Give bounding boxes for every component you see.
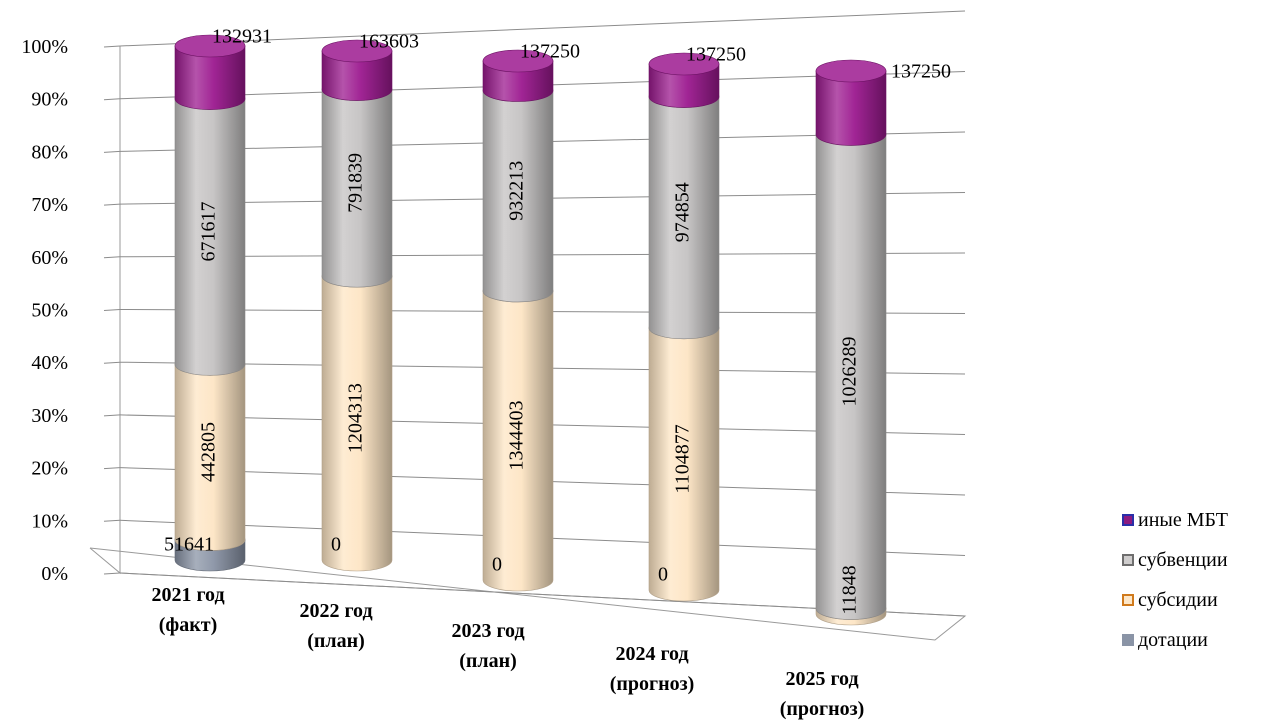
legend-item-grants: дотации [1122,620,1228,660]
gridline-stub [104,520,120,521]
gridline-stub [104,151,120,152]
x-axis-ticks: 2021 год (факт) 2022 год (план) 2023 год (пла… [151,584,864,720]
legend: иные МБТ субвенции субсидии дотации [1122,500,1228,660]
x-tick-label: (план) [459,650,517,672]
legend-item-other: иные МБТ [1122,500,1228,540]
data-label: 932213 [506,161,528,221]
legend-swatch-other [1122,514,1134,526]
legend-swatch-subsidies [1122,594,1134,606]
x-tick-label: (факт) [159,614,218,636]
data-label: 0 [658,564,668,586]
data-label: 0 [492,554,502,576]
data-label: 974854 [672,182,694,242]
gridline-stub [104,204,120,205]
y-tick-label: 70% [31,194,68,216]
x-tick-label: 2025 год [785,668,858,690]
gridline-stub [104,573,120,574]
data-label: 1104877 [672,424,694,493]
data-label: 671617 [198,201,220,261]
legend-item-subsidies: субсидии [1122,580,1228,620]
x-tick-label: 2021 год [151,584,224,606]
data-label: 11848 [839,565,861,614]
gridline-stub [104,415,120,416]
gridline-stub [104,257,120,258]
y-axis-ticks: 0% 10% 20% 30% 40% 50% 60% 70% 80% 90% 100% [21,36,68,585]
legend-swatch-grants [1122,634,1134,646]
x-tick-label: (план) [307,630,365,652]
y-tick-label: 80% [31,141,68,163]
data-label: 1204313 [345,383,367,453]
data-label: 791839 [345,153,367,213]
x-tick-label: (прогноз) [610,673,695,695]
legend-label-other: иные МБТ [1138,509,1228,532]
y-tick-label: 100% [21,36,68,58]
data-label: 0 [331,534,341,556]
legend-label-subventions: субвенции [1138,549,1228,572]
gridline-stub [104,99,120,100]
y-tick-label: 40% [31,352,68,374]
y-tick-label: 10% [31,510,68,532]
legend-swatch-subventions [1122,554,1134,566]
y-tick-label: 90% [31,89,68,111]
gridline-stub [104,46,120,47]
y-tick-label: 50% [31,300,68,322]
cylinder-top [816,60,886,82]
y-tick-label: 20% [31,458,68,480]
y-tick-label: 0% [41,563,68,585]
data-label: 137250 [520,41,580,63]
data-label: 1344403 [506,400,528,470]
data-label: 1026289 [839,336,861,406]
x-tick-label: 2022 год [299,600,372,622]
gridline-stub [104,468,120,469]
data-cylinders [175,35,886,625]
y-tick-label: 60% [31,247,68,269]
x-tick-label: (прогноз) [780,698,865,720]
data-label: 137250 [891,61,951,83]
legend-label-subsidies: субсидии [1138,589,1218,612]
legend-label-grants: дотации [1138,629,1208,652]
data-label: 132931 [212,26,272,48]
x-tick-label: 2024 год [615,643,688,665]
data-label: 51641 [164,534,214,556]
gridline-stub [104,310,120,311]
y-tick-label: 30% [31,405,68,427]
gridline-stub [104,362,120,363]
data-label: 137250 [686,44,746,66]
x-tick-label: 2023 год [451,620,524,642]
data-label: 442805 [198,422,220,482]
data-label: 163603 [359,31,419,53]
legend-item-subventions: субвенции [1122,540,1228,580]
